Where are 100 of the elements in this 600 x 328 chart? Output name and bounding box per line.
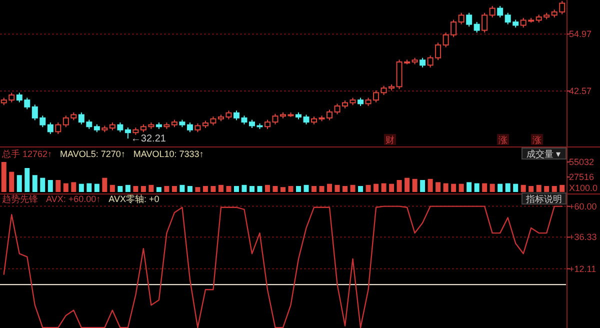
bar	[412, 178, 418, 192]
bar	[443, 183, 448, 192]
bar	[210, 186, 216, 192]
candlestick	[55, 122, 62, 134]
bar	[520, 184, 526, 192]
annotation: ←32.21	[130, 134, 166, 145]
annotation: 涨	[532, 135, 542, 145]
bar	[396, 180, 402, 192]
bar	[264, 184, 270, 192]
bar	[63, 183, 68, 192]
bar	[366, 184, 371, 192]
annotation: 成交量 ▾	[526, 149, 562, 159]
annotation: AVX零轴: +0	[108, 194, 160, 204]
text: X100.0	[569, 183, 598, 193]
bar	[32, 175, 38, 192]
candlestick	[303, 114, 310, 125]
bar	[125, 184, 130, 192]
bar	[288, 186, 294, 192]
bar	[552, 186, 557, 192]
annotation: MAVOL10: 7333↑	[133, 149, 204, 159]
bar	[381, 183, 386, 192]
bar	[560, 184, 565, 192]
bar	[327, 184, 332, 192]
bar	[312, 186, 317, 192]
bar	[9, 172, 14, 192]
y-tick-label: 54.97	[569, 29, 592, 40]
candlestick	[124, 127, 131, 140]
annotation: MAVOL5: 7270↑	[60, 149, 126, 159]
bar	[458, 184, 464, 192]
candlestick	[186, 122, 193, 133]
bar	[482, 183, 488, 192]
bar	[202, 186, 208, 192]
bar	[451, 184, 456, 192]
candlestick	[117, 122, 124, 133]
bar	[71, 182, 76, 192]
bar	[528, 186, 534, 192]
line-series	[3, 206, 563, 328]
bar	[242, 184, 247, 192]
bar	[296, 186, 302, 192]
bar	[358, 186, 364, 192]
bar	[16, 175, 22, 192]
candlestick	[489, 5, 496, 18]
y-tick-label: +36.33	[569, 232, 597, 242]
bar	[148, 184, 154, 192]
bar	[172, 186, 177, 192]
annotation: 涨	[498, 135, 508, 145]
bar	[474, 183, 480, 192]
bar	[436, 182, 441, 192]
bar	[180, 184, 185, 192]
candlestick	[497, 5, 504, 18]
bar	[86, 183, 92, 192]
bar	[428, 178, 433, 192]
bar	[319, 186, 324, 192]
bar	[466, 182, 472, 192]
bar	[133, 186, 138, 192]
y-tick-label: 42.57	[569, 86, 592, 96]
candlestick	[47, 122, 54, 134]
bar	[218, 184, 224, 192]
bar	[40, 178, 46, 192]
bar	[505, 183, 510, 192]
candlestick	[474, 22, 480, 34]
bar	[420, 180, 426, 192]
annotation: 财	[386, 135, 394, 145]
y-tick-label: +12.11	[569, 264, 596, 274]
candlestick	[482, 12, 488, 34]
bar	[94, 184, 100, 192]
annotation: 总手 12762↑	[1, 149, 52, 159]
bar	[102, 178, 108, 192]
bar	[490, 184, 495, 192]
bar	[342, 186, 348, 192]
bar	[536, 184, 542, 192]
bar	[140, 186, 146, 192]
annotation: 趋势先锋	[2, 194, 38, 204]
candlestick	[420, 57, 426, 68]
bar	[249, 186, 254, 192]
bar	[187, 186, 192, 192]
y-tick-label: +60.00	[569, 201, 597, 212]
bar	[1, 162, 6, 192]
y-tick-label: 55032	[569, 156, 594, 167]
bar	[156, 187, 162, 192]
bar	[374, 184, 379, 192]
bar	[272, 186, 278, 192]
bar	[304, 184, 309, 192]
bar	[78, 184, 84, 192]
y-tick-label: 27516	[569, 172, 594, 182]
bar	[24, 168, 30, 192]
bar	[195, 187, 200, 192]
bar	[226, 186, 232, 192]
bar	[48, 180, 53, 192]
bar	[334, 184, 340, 192]
candlestick	[458, 12, 464, 25]
bar	[498, 184, 503, 192]
bar	[257, 186, 262, 192]
bar	[110, 184, 115, 192]
bar	[350, 184, 356, 192]
annotation: AVX: +60.00↑	[46, 194, 101, 204]
bar	[56, 180, 61, 192]
bar	[544, 186, 550, 192]
bar	[389, 184, 394, 192]
candlestick	[466, 12, 472, 28]
